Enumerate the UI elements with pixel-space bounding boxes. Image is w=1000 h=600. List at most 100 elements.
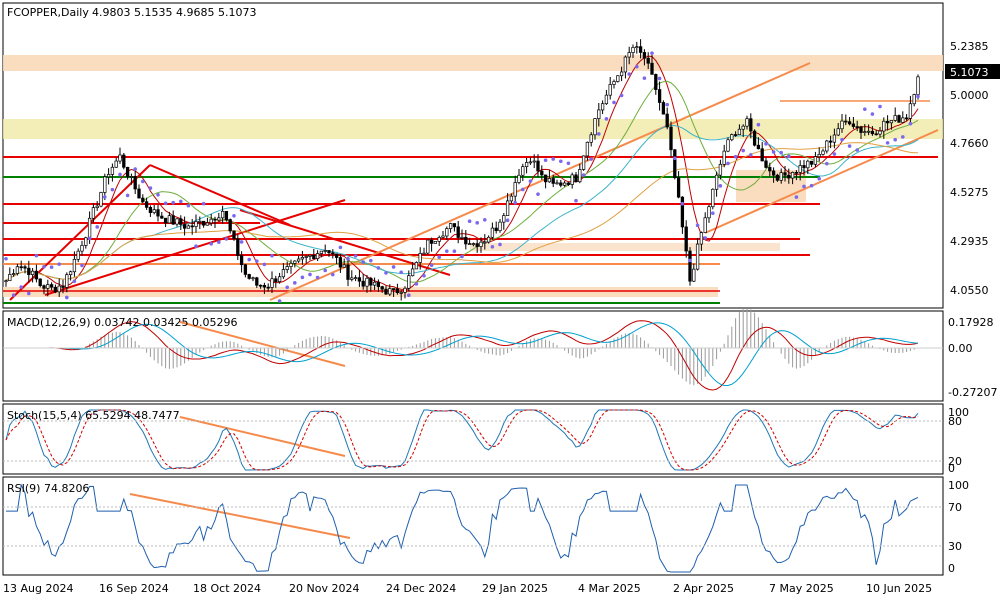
candle-body — [692, 268, 696, 282]
stoch-main-line — [5, 409, 919, 471]
sar-dot — [505, 218, 510, 223]
date-tick-1: 13 Aug 2024 — [3, 582, 73, 595]
sar-dot — [597, 132, 601, 136]
candle-body — [878, 130, 882, 135]
candle-body — [494, 227, 498, 232]
candle-body — [437, 237, 441, 242]
candle-body — [270, 278, 274, 288]
sar-dot — [95, 225, 99, 229]
price-tick-3: 4.7660 — [950, 137, 989, 150]
candle-body — [388, 288, 392, 295]
macd-tick-bottom: -0.27207 — [948, 386, 997, 399]
candle-body — [365, 277, 369, 287]
candle-body — [84, 237, 88, 246]
sar-dot — [764, 142, 768, 146]
candle-body — [327, 250, 331, 254]
candle-body — [730, 134, 734, 141]
candle-body — [285, 266, 289, 270]
sar-dot — [847, 144, 852, 148]
candle-body — [384, 288, 388, 295]
sar-dot — [908, 121, 913, 126]
candle-body — [152, 209, 156, 213]
parabolic-sar — [4, 51, 920, 303]
sar-dot — [103, 195, 107, 199]
candle-body — [536, 160, 540, 172]
candle-body — [15, 266, 20, 274]
candle-body — [247, 274, 251, 279]
sar-dot — [11, 293, 16, 297]
candle-body — [118, 154, 122, 162]
candle-body — [566, 182, 571, 185]
candle-body — [562, 182, 567, 186]
sar-dot — [460, 254, 464, 259]
sar-dot — [642, 76, 647, 80]
candle-body — [194, 221, 198, 227]
support-zone — [3, 119, 943, 139]
mid-zone — [470, 243, 780, 251]
candle-body — [342, 264, 346, 268]
sar-dot — [437, 255, 442, 259]
candle-body — [490, 227, 495, 238]
candle-body — [547, 178, 552, 183]
date-tick-8: 2 Apr 2025 — [673, 582, 734, 595]
macd-tick-top: 0.17928 — [948, 316, 994, 329]
candle-body — [369, 277, 373, 286]
candle-body — [486, 236, 491, 243]
candle-body — [220, 210, 225, 219]
sar-dot — [657, 76, 662, 81]
sar-dot — [407, 293, 411, 297]
candle-body — [95, 205, 99, 208]
sar-dot — [779, 150, 783, 155]
candle-body — [296, 258, 301, 262]
candle-body — [239, 255, 244, 266]
candle-body — [403, 287, 407, 293]
rsi-pane — [2, 476, 944, 576]
candle-body — [646, 57, 650, 64]
sar-dot — [80, 263, 84, 268]
candle-body — [251, 277, 255, 280]
price-tick-4: 4.5275 — [950, 186, 989, 199]
sar-dot — [285, 285, 290, 290]
stoch-tick-80: 80 — [948, 415, 962, 428]
sar-dot — [878, 104, 882, 109]
sar-dot — [650, 51, 654, 55]
candle-body — [798, 165, 802, 173]
candle-body — [182, 224, 187, 229]
sar-dot — [543, 158, 548, 163]
candle-body — [217, 217, 221, 221]
candle-body — [726, 139, 730, 152]
candle-body — [319, 250, 324, 254]
candle-body — [61, 285, 65, 288]
candle-body — [802, 165, 806, 169]
candle-body — [68, 271, 73, 276]
sar-dot — [855, 148, 859, 152]
candle-body — [34, 270, 39, 280]
sar-dot — [680, 201, 685, 206]
candle-body — [331, 252, 335, 255]
candle-body — [312, 254, 316, 260]
candle-body — [266, 286, 270, 289]
candle-body — [505, 200, 510, 216]
sar-dot — [209, 242, 213, 246]
candle-body — [198, 220, 202, 223]
price-tick-2: 5.0000 — [950, 89, 989, 102]
candle-body — [110, 166, 115, 175]
candle-body — [654, 74, 658, 90]
sar-dot — [376, 266, 381, 270]
candle-body — [673, 149, 677, 178]
sar-dot — [559, 159, 563, 164]
sar-dot — [300, 275, 305, 280]
candle-body — [72, 258, 77, 273]
sar-dot — [315, 275, 320, 280]
candle-body — [623, 56, 628, 73]
candle-body — [650, 62, 654, 75]
candle-body — [80, 245, 84, 252]
candle-body — [148, 207, 153, 213]
sar-dot — [293, 281, 297, 285]
sar-dot — [581, 173, 586, 177]
sar-dot — [566, 161, 571, 166]
candle-body — [76, 250, 80, 260]
candle-body — [129, 176, 134, 178]
candle-body — [441, 235, 445, 238]
